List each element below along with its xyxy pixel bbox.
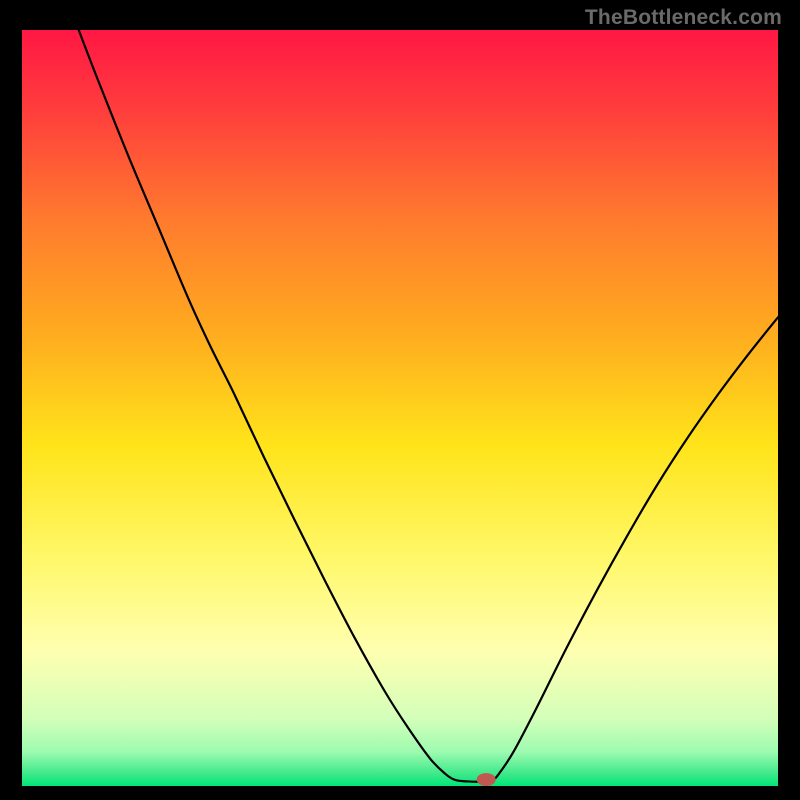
gradient-background xyxy=(22,30,778,786)
optimal-point-marker xyxy=(477,774,495,786)
plot-area xyxy=(22,30,778,786)
bottleneck-curve-chart xyxy=(22,30,778,786)
attribution-text: TheBottleneck.com xyxy=(585,6,782,30)
chart-container: { "attribution": { "text": "TheBottlenec… xyxy=(0,0,800,800)
